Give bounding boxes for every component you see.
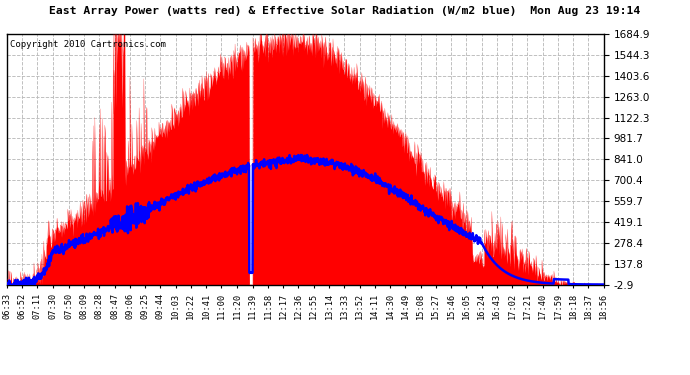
Text: East Array Power (watts red) & Effective Solar Radiation (W/m2 blue)  Mon Aug 23: East Array Power (watts red) & Effective… xyxy=(50,6,640,16)
Text: Copyright 2010 Cartronics.com: Copyright 2010 Cartronics.com xyxy=(10,40,166,49)
